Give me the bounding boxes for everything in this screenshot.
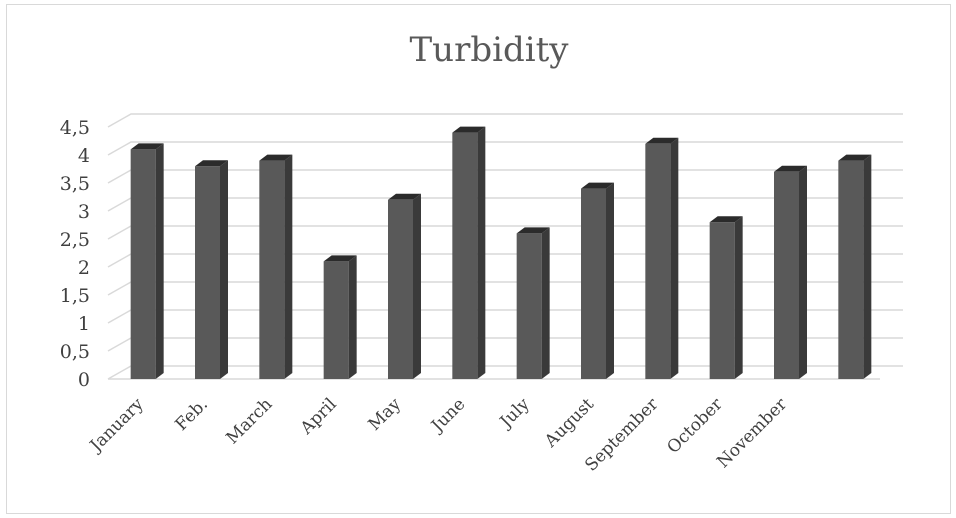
bars — [130, 126, 872, 379]
gridline — [107, 113, 903, 128]
bar-top — [388, 193, 421, 200]
x-axis-labels: January Feb. March April May June July AugustSe… — [85, 394, 792, 476]
x-tick-label: October — [663, 394, 727, 458]
x-tick-label: April — [296, 394, 341, 439]
bar — [581, 182, 614, 379]
bar-side — [670, 137, 679, 379]
y-tick-label: 3,5 — [60, 173, 90, 195]
x-tick-label: March — [223, 394, 277, 448]
y-axis-ticks: 0 0,5 1 1,5 2 2,5 3 3,5 4 4,5 — [60, 117, 90, 391]
bar-side — [799, 165, 807, 379]
bar — [709, 216, 743, 379]
bar — [516, 227, 550, 379]
bar-side — [155, 143, 164, 379]
y-tick-label: 4 — [78, 145, 90, 167]
bar-front — [709, 222, 735, 379]
bar-front — [645, 143, 671, 379]
bar-top — [774, 165, 807, 172]
bar-front — [516, 233, 542, 379]
y-tick-label: 2,5 — [60, 229, 90, 251]
bar-side — [734, 216, 743, 379]
y-tick-label: 4,5 — [60, 117, 90, 139]
bar-side — [220, 160, 228, 379]
bar-front — [323, 261, 349, 379]
bar-front — [259, 160, 285, 379]
bar — [774, 165, 807, 379]
x-tick-label: Feb. — [172, 394, 212, 434]
bar-front — [452, 132, 478, 379]
bar-top — [259, 154, 293, 161]
bar — [645, 137, 679, 379]
bar-top — [323, 255, 357, 262]
bar — [838, 154, 872, 379]
y-tick-label: 0 — [78, 369, 90, 391]
y-tick-label: 0,5 — [60, 341, 90, 363]
bar-side — [541, 227, 550, 379]
x-tick-label: August — [540, 394, 598, 452]
x-tick-label: November — [713, 394, 791, 472]
bar-side — [863, 154, 872, 379]
x-tick-label: June — [426, 394, 469, 437]
bar-side — [413, 193, 421, 379]
y-tick-label: 2 — [78, 257, 90, 279]
bar-front — [388, 199, 413, 379]
bar-side — [477, 126, 486, 379]
gridline — [107, 141, 903, 156]
bar — [388, 193, 421, 379]
bar-top — [516, 227, 550, 234]
bar-front — [838, 160, 864, 379]
bar-side — [348, 255, 357, 379]
bar — [195, 160, 228, 379]
bar-side — [284, 154, 293, 379]
bar-front — [774, 171, 799, 379]
bar-front — [195, 166, 220, 379]
bar-top — [838, 154, 872, 161]
y-tick-label: 3 — [78, 201, 90, 223]
x-tick-label: May — [365, 394, 406, 435]
y-tick-label: 1 — [78, 313, 90, 335]
y-tick-label: 1,5 — [60, 285, 90, 307]
bar — [323, 255, 357, 379]
bar-top — [709, 216, 743, 223]
bar-top — [645, 137, 679, 144]
bar — [259, 154, 293, 379]
bar-top — [130, 143, 164, 150]
bar-side — [606, 182, 614, 379]
chart-title: Turbidity — [410, 30, 570, 70]
bar-top — [195, 160, 228, 167]
bar-top — [452, 126, 486, 133]
bar — [452, 126, 486, 379]
bar-front — [581, 188, 606, 379]
x-tick-label: July — [495, 394, 534, 433]
x-tick-label: January — [85, 394, 148, 457]
bar-front — [130, 149, 156, 379]
bar-top — [581, 182, 614, 189]
bar — [130, 143, 164, 379]
